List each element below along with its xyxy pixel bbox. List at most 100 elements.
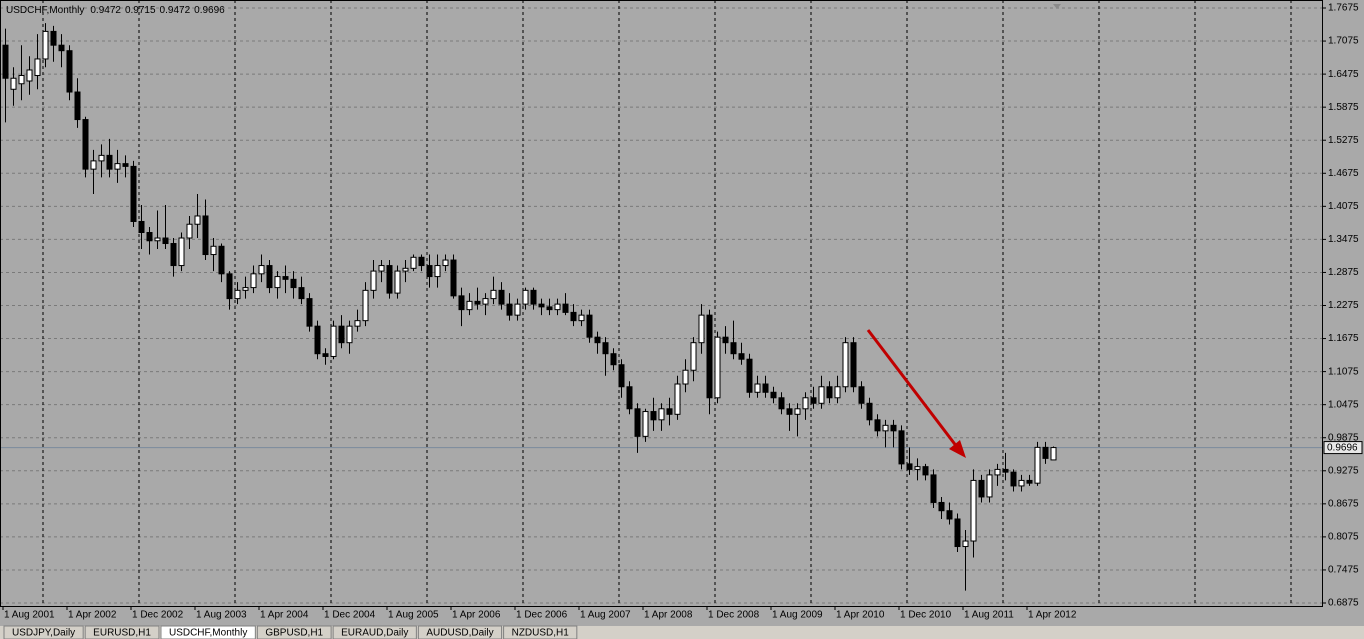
candle-body [810, 397, 817, 404]
y-tick-label: 1.5875 [1328, 102, 1359, 113]
candle-body [98, 154, 105, 162]
candle-body [242, 287, 249, 291]
tab[interactable] [417, 625, 503, 639]
tab[interactable] [332, 625, 417, 639]
candle-body [210, 245, 217, 256]
candle-body [794, 408, 801, 415]
grid [0, 0, 1322, 606]
candle-body [850, 342, 857, 388]
candle-body [170, 243, 177, 267]
candle-body [706, 314, 713, 399]
y-tick-label: 1.1675 [1328, 333, 1359, 344]
high-value: 0.9715 [125, 5, 156, 16]
candle-body [522, 289, 529, 305]
candle-body [802, 397, 809, 410]
candle-body [2, 44, 9, 79]
y-tick-label: 1.0475 [1328, 399, 1359, 410]
candle-body [130, 165, 137, 222]
tab-label[interactable]: USDCHF,Monthly [169, 628, 247, 639]
candle-body [778, 397, 785, 410]
shift-marker [1053, 4, 1061, 9]
candle-body [890, 424, 897, 432]
candle-body [826, 386, 833, 399]
y-tick-label: 0.9875 [1328, 432, 1359, 443]
candles [2, 23, 1057, 591]
candle-body [642, 411, 649, 437]
close-value: 0.9696 [194, 5, 225, 16]
candle-body [874, 419, 881, 432]
candle-body [186, 223, 193, 239]
tab[interactable] [256, 625, 332, 639]
tab-label[interactable]: GBPUSD,H1 [265, 628, 323, 639]
y-tick-label: 1.3475 [1328, 234, 1359, 245]
tab-label[interactable]: EURUSD,H1 [93, 628, 151, 639]
candle-body [714, 336, 721, 399]
tab-label[interactable]: USDJPY,Daily [12, 628, 75, 639]
x-tick-label: 1 Dec 2010 [900, 610, 952, 621]
candle-body [1010, 471, 1017, 487]
tab[interactable] [3, 625, 84, 639]
y-tick-label: 0.7475 [1328, 565, 1359, 576]
candle-body [370, 270, 377, 291]
candle-body [594, 336, 601, 344]
candle-body [458, 295, 465, 311]
y-tick-label: 1.6475 [1328, 69, 1359, 80]
tab-bar: USDJPY,Daily EURUSD,H1 USDCHF,Monthly GBPUS… [0, 625, 1364, 639]
candle-body [554, 303, 561, 311]
candle-body [506, 303, 513, 316]
candle-body [218, 245, 225, 275]
candle-body [866, 402, 873, 421]
candle-body [906, 463, 913, 470]
candle-body [834, 386, 841, 399]
symbol: USDCHF,Monthly [6, 5, 84, 16]
annotation-arrow-head [949, 440, 966, 458]
candle-body [674, 383, 681, 415]
x-tick-label: 1 Aug 2009 [772, 610, 823, 621]
candle-body [618, 364, 625, 388]
tab[interactable] [160, 625, 256, 639]
candle-body [1050, 447, 1057, 461]
candle-body [282, 276, 289, 280]
candle-body [938, 501, 945, 512]
y-tick-label: 1.2275 [1328, 300, 1359, 311]
candle-body [1002, 468, 1009, 473]
candle-body [250, 273, 257, 289]
chart-header: USDCHF,Monthly 0.9472 0.9715 0.9472 0.9696 [6, 5, 225, 16]
chart-background [0, 0, 1364, 626]
candle-body [42, 30, 49, 60]
y-tick-label: 1.7075 [1328, 36, 1359, 47]
candle-body [978, 479, 985, 498]
x-tick-label: 1 Aug 2011 [964, 610, 1014, 621]
candle-body [114, 163, 121, 170]
candle-body [690, 342, 697, 371]
candle-body [58, 44, 65, 52]
y-tick-label: 1.5275 [1328, 135, 1359, 146]
candle-body [90, 160, 97, 170]
candle-body [154, 237, 161, 242]
candle-body [490, 289, 497, 300]
tab[interactable] [503, 625, 578, 639]
candle-body [450, 259, 457, 297]
candle-body [82, 119, 89, 170]
candle-body [146, 232, 153, 242]
y-tick-label: 0.8675 [1328, 498, 1359, 509]
candle-body [194, 215, 201, 225]
y-tick-label: 0.6875 [1328, 598, 1359, 609]
candle-body [18, 74, 25, 85]
tab-label[interactable]: AUDUSD,Daily [426, 628, 493, 639]
candle-body [882, 424, 889, 432]
candle-body [586, 314, 593, 338]
candle-body [658, 408, 665, 421]
candle-body [122, 163, 129, 167]
tab-label[interactable]: NZDUSD,H1 [512, 628, 570, 639]
tab[interactable] [84, 625, 160, 639]
candle-body [338, 325, 345, 344]
tab-label[interactable]: EURAUD,Daily [341, 628, 408, 639]
candle-body [26, 69, 33, 82]
candle-body [1042, 446, 1049, 459]
x-tick-label: 1 Dec 2008 [708, 610, 760, 621]
candle-body [402, 267, 409, 272]
price-label: 0.9696 [1327, 443, 1358, 454]
candle-body [298, 287, 305, 300]
candle-body [578, 314, 585, 322]
